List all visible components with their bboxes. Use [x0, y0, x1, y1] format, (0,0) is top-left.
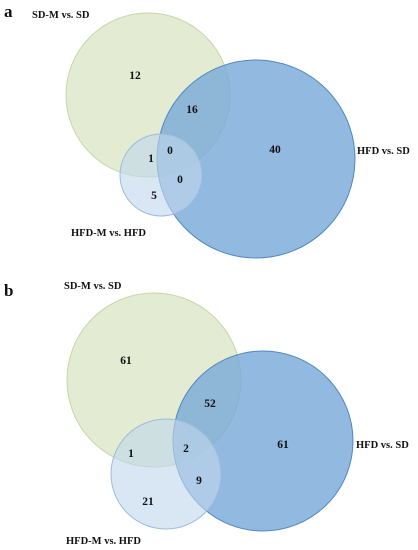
panel-a-circle-hfd-m [119, 133, 203, 217]
panel-b-count-hfd-only: 61 [277, 439, 289, 451]
panel-a-count-sd-m-only: 12 [129, 70, 141, 82]
panel-a-letter: a [4, 2, 13, 21]
panel-a-count-hfd-m-only: 5 [151, 190, 157, 202]
panel-a-count-all-three: 0 [167, 145, 173, 157]
panel-a-label-sd-m: SD-M vs. SD [32, 10, 90, 21]
panel-b-letter: b [4, 281, 13, 300]
panel-b-count-hfd-hfd-m: 9 [196, 475, 202, 487]
panel-a-label-hfd-m: HFD-M vs. HFD [71, 228, 146, 239]
panel-b-label-hfd: HFD vs. SD [356, 440, 409, 451]
panel-a-count-sd-m-hfd: 16 [186, 104, 198, 116]
panel-b-label-hfd-m: HFD-M vs. HFD [66, 536, 141, 547]
panel-a-label-hfd: HFD vs. SD [357, 146, 410, 157]
panel-b-count-sd-m-hfd: 52 [204, 398, 216, 410]
panel-a-count-sd-m-hfd-m: 1 [148, 153, 154, 165]
panel-a-count-hfd-only: 40 [269, 144, 281, 156]
panel-b-count-sd-m-only: 61 [120, 355, 132, 367]
panel-a: a SD-M vs. SD HFD vs. SD HFD-M vs. HFD 1… [4, 2, 410, 259]
panel-a-count-hfd-hfd-m: 0 [177, 174, 183, 186]
panel-b-count-hfd-m-only: 21 [142, 496, 154, 508]
panel-b-circle-hfd-m [110, 418, 222, 530]
panel-b-count-all-three: 2 [183, 443, 189, 455]
panel-b: b SD-M vs. SD HFD vs. SD HFD-M vs. HFD 6… [4, 281, 409, 547]
panel-b-label-sd-m: SD-M vs. SD [64, 281, 122, 292]
panel-b-count-sd-m-hfd-m: 1 [128, 448, 134, 460]
